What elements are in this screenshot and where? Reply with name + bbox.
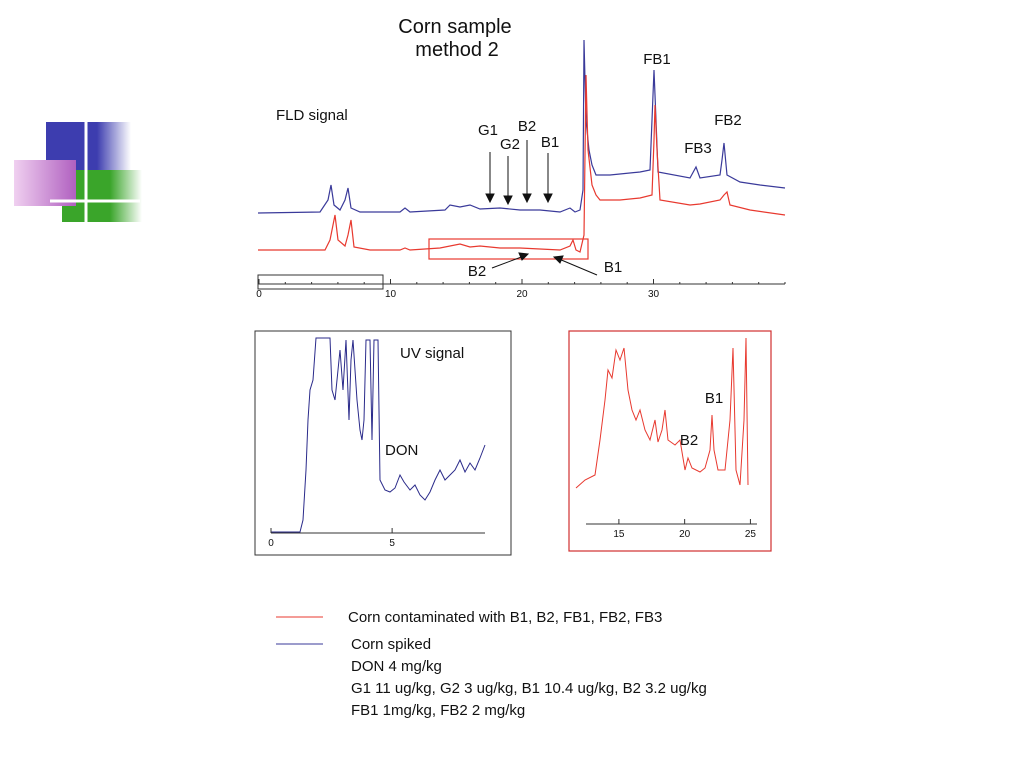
peak-label: FB3	[684, 140, 712, 157]
legend-text: FB1 1mg/kg, FB2 2 mg/kg	[351, 702, 525, 719]
logo	[14, 122, 142, 222]
scroll-box	[257, 274, 384, 290]
peak-label: B1	[541, 134, 559, 151]
uv-frame	[254, 330, 512, 556]
peak-label: FB2	[714, 112, 742, 129]
blue-trace	[257, 39, 786, 214]
peak-label: DON	[385, 442, 418, 459]
x-tick-label: 25	[745, 529, 757, 540]
red-trace	[258, 74, 786, 253]
x-tick-label: 30	[648, 289, 660, 300]
peak-label: B1	[705, 390, 723, 407]
zoom-box	[428, 238, 589, 260]
legend-text: Corn spiked	[351, 636, 431, 653]
x-tick-label: 0	[256, 289, 262, 300]
peak-label: B2	[680, 432, 698, 449]
zoom-frame	[568, 330, 772, 552]
x-tick-label: 15	[613, 529, 625, 540]
peak-label: G1	[478, 122, 498, 139]
x-tick-label: 0	[268, 538, 274, 549]
x-tick-label: 20	[516, 289, 528, 300]
fld-label: FLD signal	[276, 107, 348, 124]
x-tick-label: 20	[679, 529, 691, 540]
peak-label: FB1	[643, 51, 671, 68]
legend-text: DON 4 mg/kg	[351, 658, 442, 675]
x-tick-label: 10	[385, 289, 397, 300]
arrows	[485, 140, 598, 276]
title: Corn sample	[398, 16, 511, 38]
legend-text: Corn contaminated with B1, B2, FB1, FB2,…	[348, 609, 662, 626]
uv-label: UV signal	[400, 345, 464, 362]
x-tick-label: 5	[389, 538, 395, 549]
peak-label: B2	[518, 118, 536, 135]
legend-text: G1 11 ug/kg, G2 3 ug/kg, B1 10.4 ug/kg, …	[351, 680, 707, 697]
peak-label: G2	[500, 136, 520, 153]
uv-trace	[271, 337, 486, 533]
zoom-trace	[575, 337, 749, 489]
title: method 2	[415, 39, 498, 61]
zoom-label: B1	[604, 259, 622, 276]
zoom-label: B2	[468, 263, 486, 280]
